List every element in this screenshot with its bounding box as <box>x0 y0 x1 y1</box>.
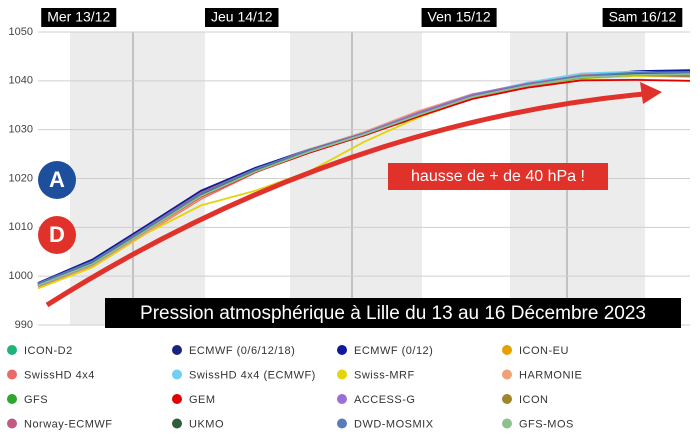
series-line <box>37 73 691 287</box>
legend-label: Norway-ECMWF <box>24 418 113 430</box>
x-tick-label: Mer 13/12 <box>47 9 110 25</box>
y-tick-label: 990 <box>15 319 33 331</box>
legend-label: SwissHD 4x4 <box>24 369 95 381</box>
legend-marker <box>337 345 347 355</box>
legend-label: GEM <box>189 394 216 406</box>
legend-label: SwissHD 4x4 (ECMWF) <box>189 369 316 381</box>
trend-arrow <box>45 90 656 308</box>
legend-marker <box>7 394 17 404</box>
legend-label: ICON-D2 <box>24 345 73 357</box>
y-tick-label: 1020 <box>9 172 33 184</box>
x-tick-box <box>421 8 497 27</box>
annotation-box <box>388 163 608 190</box>
y-tick-label: 1050 <box>9 26 33 38</box>
annotation: hausse de + de 40 hPa ! <box>411 168 585 185</box>
legend-marker <box>7 369 17 380</box>
badge-label: A <box>49 167 65 192</box>
legend-marker <box>502 369 512 380</box>
badge-label: D <box>49 222 65 247</box>
legend-label: ECMWF (0/6/12/18) <box>189 345 295 357</box>
legend-label: UKMO <box>189 418 224 430</box>
x-tick-box <box>41 8 117 27</box>
legend-marker <box>502 345 512 355</box>
y-tick-label: 1030 <box>9 124 33 136</box>
legend-marker <box>502 394 512 404</box>
y-tick-label: 1010 <box>9 221 33 233</box>
chart-title: Pression atmosphérique à Lille du 13 au … <box>140 303 646 324</box>
legend-marker <box>502 418 512 429</box>
legend-label: Swiss-MRF <box>354 369 415 381</box>
badge <box>38 161 76 199</box>
legend-marker <box>172 369 182 380</box>
legend-marker <box>337 369 347 380</box>
legend-label: ACCESS-G <box>354 394 415 406</box>
legend-marker <box>337 394 347 404</box>
legend-marker <box>172 345 182 355</box>
legend-label: ICON <box>519 394 549 406</box>
legend-label: GFS-MOS <box>519 418 574 430</box>
legend-marker <box>172 418 182 429</box>
legend-marker <box>7 418 17 429</box>
x-tick-label: Jeu 14/12 <box>211 9 273 25</box>
legend-marker <box>7 345 17 355</box>
x-tick-box <box>205 8 279 27</box>
legend-marker <box>172 394 182 404</box>
legend-marker <box>337 418 347 429</box>
badge <box>38 216 76 254</box>
y-tick-label: 1000 <box>9 270 33 282</box>
title-box <box>105 298 681 328</box>
legend-label: DWD-MOSMIX <box>354 418 434 430</box>
legend-label: ECMWF (0/12) <box>354 345 433 357</box>
legend-label: ICON-EU <box>519 345 569 357</box>
x-tick-box <box>602 8 683 27</box>
x-tick-label: Ven 15/12 <box>428 9 491 25</box>
legend-label: HARMONIE <box>519 369 582 381</box>
arrow-head <box>640 82 662 104</box>
x-tick-label: Sam 16/12 <box>609 9 677 25</box>
y-tick-label: 1040 <box>9 75 33 87</box>
legend-label: GFS <box>24 394 48 406</box>
